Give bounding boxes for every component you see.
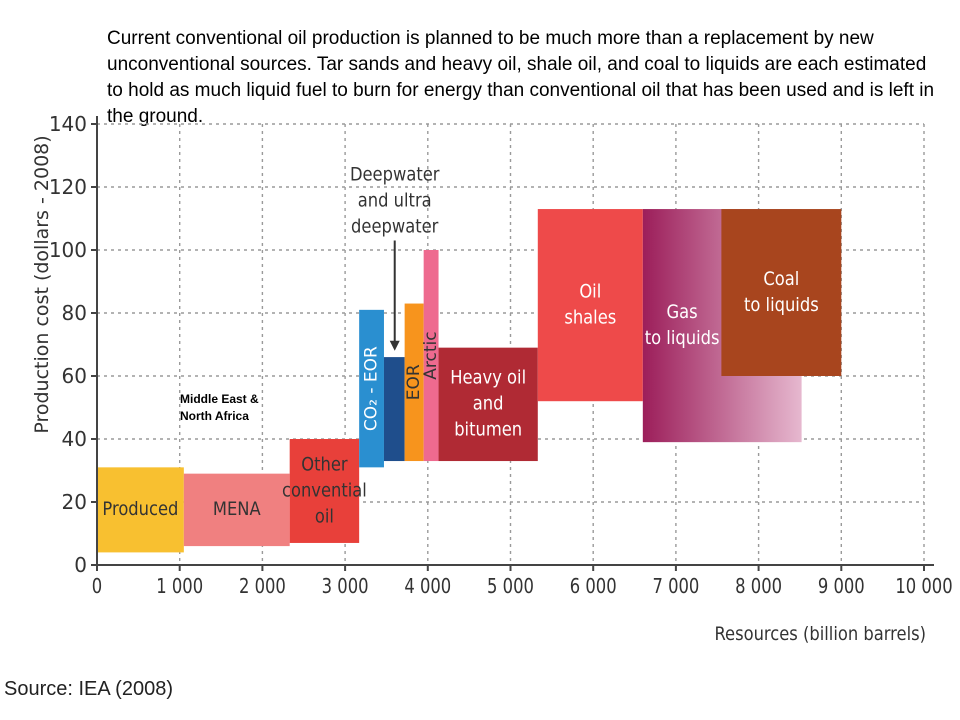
- pointer-label: deepwater: [351, 216, 439, 237]
- block-label: MENA: [213, 499, 261, 520]
- resource-block: [289, 439, 360, 543]
- block-label: Coal: [763, 269, 799, 290]
- block-label: Oil: [579, 281, 601, 302]
- resource-block: [404, 303, 424, 462]
- pointer-label: Deepwater: [350, 164, 440, 185]
- pointer-label: and ultra: [358, 190, 432, 211]
- y-tick-label: 0: [74, 553, 87, 577]
- resource-block: [383, 357, 405, 462]
- y-tick-label: 20: [62, 490, 87, 514]
- x-tick-label: 4 000: [404, 576, 451, 599]
- resource-blocks: [97, 209, 842, 553]
- mena-annotation: Middle East & North Africa: [180, 392, 259, 423]
- x-tick-label: 1 000: [156, 576, 203, 599]
- y-tick-label: 60: [62, 364, 87, 388]
- resource-block: [721, 209, 842, 376]
- x-tick-label: 10 000: [895, 576, 952, 599]
- x-tick-label: 2 000: [239, 576, 286, 599]
- deepwater-pointer: Deepwater and ultra deepwater: [350, 164, 440, 351]
- y-axis-label: Production cost (dollars - 2008): [31, 135, 53, 433]
- block-label: to liquids: [744, 295, 819, 316]
- block-label: EOR: [404, 364, 424, 400]
- block-label: Other: [301, 454, 348, 475]
- x-tick-label: 7 000: [652, 576, 699, 599]
- block-label: CO₂ - EOR: [362, 346, 382, 431]
- y-tick-label: 100: [49, 238, 87, 262]
- x-axis-label: Resources (billion barrels): [714, 624, 926, 645]
- block-label: Arctic: [421, 331, 441, 379]
- block-label: Gas: [667, 302, 698, 323]
- x-tick-label: 6 000: [570, 576, 617, 599]
- x-tick-label: 0: [92, 576, 102, 599]
- y-tick-label: 120: [49, 175, 87, 199]
- source-note: Source: IEA (2008): [4, 678, 173, 700]
- y-tick-label: 40: [62, 427, 87, 451]
- resource-block: [423, 250, 439, 462]
- y-tick-label: 140: [49, 112, 87, 136]
- block-label: Heavy oil: [450, 368, 526, 389]
- x-tick-label: 9 000: [818, 576, 865, 599]
- x-tick-label: 5 000: [487, 576, 534, 599]
- resource-block: [183, 473, 290, 547]
- resource-block: [359, 309, 384, 468]
- block-labels: Produced MENA Other convential oil CO₂ - EOR E…: [102, 269, 818, 528]
- caption-text: Current conventional oil production is p…: [107, 28, 935, 127]
- axes: 0 20 40 60 80 100 120 140 0 1 000 2 000 3 000 4 000 5…: [31, 112, 953, 645]
- block-label: convential: [282, 480, 367, 501]
- pointer-arrow-head: [389, 340, 400, 351]
- block-label: and: [473, 394, 504, 415]
- block-label: Produced: [102, 499, 178, 520]
- resource-block: [537, 209, 643, 402]
- y-tick-label: 80: [62, 301, 87, 325]
- block-label: shales: [564, 307, 616, 328]
- block-label: oil: [315, 506, 334, 527]
- x-tick-label: 3 000: [322, 576, 369, 599]
- block-label: bitumen: [454, 420, 522, 441]
- x-tick-label: 8 000: [735, 576, 782, 599]
- resource-block: [438, 347, 538, 462]
- resource-block: [97, 467, 184, 553]
- block-label: to liquids: [645, 328, 720, 349]
